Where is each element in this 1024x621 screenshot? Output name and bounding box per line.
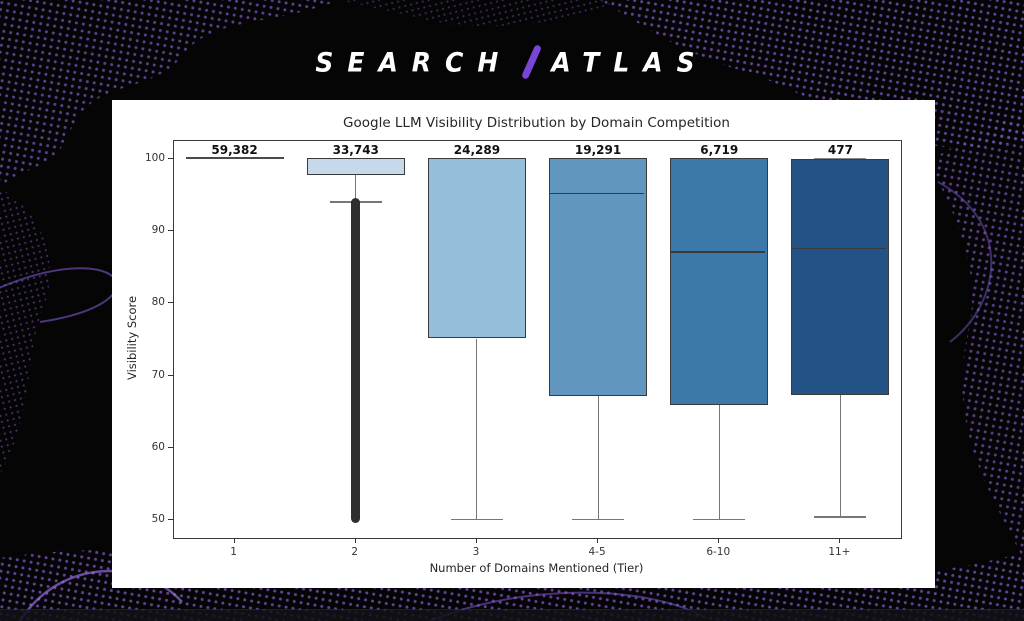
whisker-cap-low-tier-11+ (814, 516, 867, 518)
x-tick-mark (597, 539, 599, 543)
median-line-tier-6-10 (671, 251, 766, 253)
y-tick-mark (168, 230, 173, 232)
y-tick-label: 100 (144, 152, 165, 165)
outlier-column-tier-2 (351, 198, 361, 523)
box-tier-6-10 (670, 158, 769, 405)
logo-slash-icon (521, 44, 543, 80)
box-tier-2 (306, 158, 405, 175)
whisker-low-tier-3 (476, 338, 478, 519)
x-axis-label: Number of Domains Mentioned (Tier) (429, 561, 644, 575)
x-tick-mark (839, 539, 841, 543)
box-tier-3 (427, 158, 526, 339)
x-tick-mark (718, 539, 720, 543)
count-label-tier-11+: 477 (827, 143, 853, 157)
count-label-tier-4-5: 19,291 (574, 143, 622, 157)
median-line-tier-11+ (792, 247, 887, 250)
y-tick-label: 50 (151, 512, 165, 525)
whisker-cap-low-tier-6-10 (693, 518, 746, 521)
y-tick-mark (168, 518, 173, 520)
x-tick-mark (354, 539, 356, 543)
whisker-cap-low-tier-3 (450, 518, 503, 521)
box-tier-4-5 (549, 158, 648, 397)
whisker-cap-high-tier-11+ (814, 158, 867, 160)
whisker-cap-low-tier-4-5 (572, 518, 625, 521)
y-tick-mark (168, 374, 173, 376)
y-tick-label: 60 (151, 440, 165, 453)
x-tick-label: 2 (351, 546, 359, 558)
y-tick-mark (168, 302, 173, 304)
x-tick-label: 11+ (828, 546, 851, 558)
chart-title: Google LLM Visibility Distribution by Do… (343, 115, 730, 131)
count-label-tier-6-10: 6,719 (700, 143, 739, 157)
logo: SEARCH ATLAS (0, 44, 1024, 80)
logo-text-search: SEARCH (315, 46, 513, 78)
box-tier-1 (185, 157, 284, 160)
y-tick-mark (168, 158, 173, 160)
y-axis-label: Visibility Score (125, 295, 139, 381)
box-tier-11+ (791, 159, 890, 395)
count-label-tier-2: 33,743 (332, 143, 379, 157)
median-line-tier-4-5 (550, 192, 645, 195)
plot-area: 59,382 33,743 24,289 19,291 6,719 477 (173, 140, 902, 539)
x-tick-label: 4-5 (588, 546, 606, 558)
logo-text-atlas: ATLAS (551, 46, 709, 78)
chart-panel: Google LLM Visibility Distribution by Do… (112, 100, 935, 588)
count-label-tier-3: 24,289 (453, 143, 501, 157)
y-tick-label: 80 (151, 296, 165, 309)
x-tick-mark (475, 539, 477, 543)
y-tick-label: 90 (151, 224, 165, 237)
whisker-low-tier-2 (355, 174, 357, 202)
x-tick-mark (233, 539, 235, 543)
y-tick-mark (168, 446, 173, 448)
whisker-low-tier-6-10 (718, 404, 720, 519)
whisker-low-tier-11+ (839, 394, 841, 517)
y-tick-label: 70 (151, 368, 165, 381)
x-tick-label: 1 (230, 546, 237, 558)
count-label-tier-1: 59,382 (211, 143, 258, 157)
whisker-low-tier-4-5 (597, 396, 599, 519)
x-tick-label: 3 (472, 546, 480, 558)
x-tick-label: 6-10 (706, 546, 731, 558)
